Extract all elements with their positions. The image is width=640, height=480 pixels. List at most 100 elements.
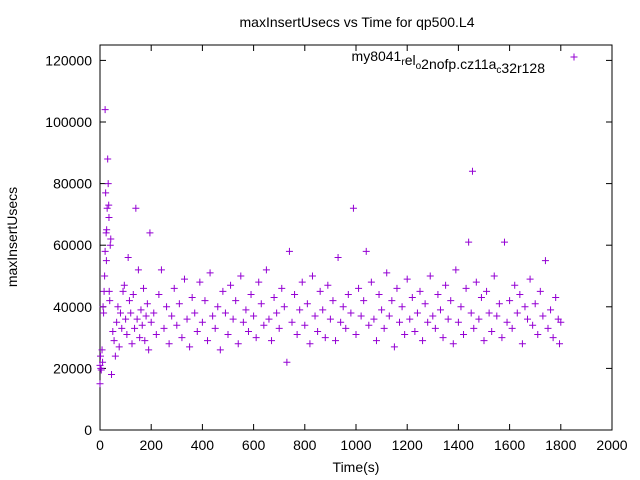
data-point <box>232 297 240 305</box>
data-point <box>511 281 519 289</box>
data-point <box>524 315 532 323</box>
y-tick-label: 20000 <box>53 360 92 376</box>
data-point <box>145 346 153 354</box>
data-point <box>547 306 555 314</box>
data-point <box>214 303 222 311</box>
y-tick-label: 0 <box>84 422 92 438</box>
data-point <box>454 318 462 326</box>
data-point <box>406 315 414 323</box>
data-point <box>125 297 133 305</box>
data-point <box>132 204 140 212</box>
data-point <box>472 278 480 286</box>
data-point <box>490 272 498 280</box>
data-point <box>160 324 168 332</box>
data-point <box>549 334 557 342</box>
data-point <box>143 300 151 308</box>
data-point <box>396 318 404 326</box>
data-point <box>462 284 470 292</box>
data-point <box>252 334 260 342</box>
data-point <box>97 366 105 374</box>
data-point <box>211 324 219 332</box>
data-point <box>293 331 301 339</box>
data-point <box>385 312 393 320</box>
data-point <box>439 334 447 342</box>
y-tick-label: 100000 <box>45 114 92 130</box>
legend-marker-plus <box>570 53 578 61</box>
data-point <box>285 247 293 255</box>
data-point <box>129 290 137 298</box>
plot-area <box>99 44 613 431</box>
data-point <box>244 327 252 335</box>
data-point <box>120 281 128 289</box>
data-point <box>357 312 365 320</box>
data-point <box>99 303 107 311</box>
data-point <box>107 235 115 243</box>
data-point <box>447 297 455 305</box>
data-point <box>411 327 419 335</box>
data-point <box>513 309 521 317</box>
data-point <box>342 324 350 332</box>
data-point <box>102 257 110 265</box>
data-point <box>500 238 508 246</box>
data-point <box>503 318 511 326</box>
data-point <box>168 312 176 320</box>
data-point <box>408 294 416 302</box>
data-point <box>128 340 136 348</box>
data-point <box>224 331 232 339</box>
data-point <box>483 287 491 295</box>
data-point <box>347 309 355 317</box>
data-point <box>204 337 212 345</box>
data-point <box>201 297 209 305</box>
data-point <box>101 272 109 280</box>
data-point <box>133 315 141 323</box>
data-point <box>105 287 113 295</box>
x-tick-label: 0 <box>96 437 104 453</box>
data-point <box>434 290 442 298</box>
data-point <box>101 106 109 114</box>
data-point <box>191 309 199 317</box>
chart-title: maxInsertUsecs vs Time for qp500.L4 <box>240 14 475 30</box>
data-point <box>534 331 542 339</box>
data-point <box>109 327 117 335</box>
data-point <box>175 300 183 308</box>
x-tick-label: 2000 <box>596 437 627 453</box>
data-point <box>99 358 107 366</box>
data-point <box>380 324 388 332</box>
x-axis: 0 200 400 600 800 1000 1200 1400 1600 1800 2000 <box>96 45 628 453</box>
data-point <box>498 334 506 342</box>
data-point <box>362 247 370 255</box>
data-point <box>401 331 409 339</box>
data-point <box>365 321 373 329</box>
data-point <box>106 297 114 305</box>
data-point <box>101 247 109 255</box>
data-point <box>278 284 286 292</box>
data-point <box>280 303 288 311</box>
data-point <box>536 287 544 295</box>
data-point <box>102 229 110 237</box>
legend-label-series-1: my8041relo2nofp.cz11ac32r128 <box>352 48 546 76</box>
x-tick-label: 600 <box>242 437 266 453</box>
data-point <box>334 254 342 262</box>
data-point <box>183 315 191 323</box>
data-point <box>480 337 488 345</box>
x-tick-label: 1200 <box>392 437 423 453</box>
data-point <box>311 312 319 320</box>
data-point <box>355 284 363 292</box>
data-point <box>221 309 229 317</box>
legend: my8041relo2nofp.cz11ac32r128 <box>352 48 578 76</box>
data-point <box>147 318 155 326</box>
data-point <box>344 290 352 298</box>
data-point <box>375 290 383 298</box>
data-point <box>403 275 411 283</box>
data-point <box>157 266 165 274</box>
data-point <box>275 324 283 332</box>
data-point <box>262 266 270 274</box>
data-point <box>98 346 106 354</box>
data-point <box>146 229 154 237</box>
data-point <box>100 309 108 317</box>
data-point <box>326 315 334 323</box>
data-point <box>270 294 278 302</box>
data-point <box>444 315 452 323</box>
data-point <box>118 324 126 332</box>
